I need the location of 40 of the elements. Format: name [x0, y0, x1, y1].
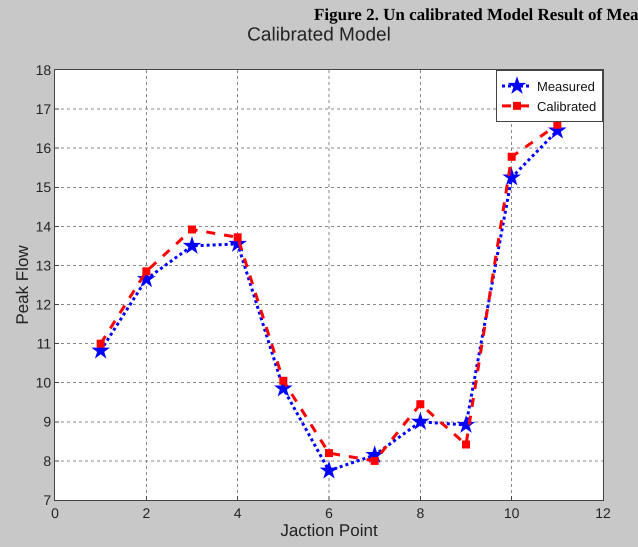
y-tick-label: 14 [36, 218, 52, 234]
x-axis-title: Jaction Point [280, 520, 378, 540]
y-tick-label: 13 [36, 257, 52, 274]
point [508, 152, 516, 161]
x-tick-label: 10 [504, 504, 520, 521]
legend-label: Measured [537, 79, 595, 94]
legend-label: Calibrated [537, 98, 596, 114]
y-tick-label: 11 [36, 336, 52, 352]
y-axis-title: Peak Flow [13, 244, 32, 325]
x-tick-label: 0 [51, 504, 60, 521]
chart-title: Calibrated Model [247, 24, 391, 46]
y-tick-label: 9 [43, 414, 52, 430]
point [370, 456, 379, 465]
x-tick-label: 12 [595, 504, 611, 521]
caption: Figure 2. Un calibrated Model Result of Mea [314, 5, 638, 24]
point [320, 460, 338, 479]
y-tick-label: 7 [43, 492, 52, 508]
x-tick-label: 6 [325, 504, 334, 521]
point [96, 340, 105, 348]
y-tick-label: 18 [36, 62, 52, 78]
point [279, 376, 288, 385]
point [456, 415, 476, 433]
point [182, 236, 202, 254]
point [142, 267, 150, 276]
y-tick-label: 10 [36, 374, 52, 391]
y-tick-label: 16 [36, 140, 52, 156]
y-tick-label: 12 [36, 296, 52, 312]
x-tick-label: 2 [142, 504, 150, 521]
point [502, 168, 521, 186]
y-tick-label: 8 [43, 452, 52, 469]
point [411, 412, 430, 430]
y-tick-label: 17 [36, 100, 52, 117]
point [325, 449, 333, 458]
y-tick-label: 15 [36, 179, 52, 196]
point [462, 440, 470, 448]
point [188, 225, 196, 234]
point [234, 233, 242, 242]
x-tick-label: 4 [234, 504, 242, 521]
point [416, 400, 424, 408]
x-tick-label: 8 [416, 504, 424, 521]
